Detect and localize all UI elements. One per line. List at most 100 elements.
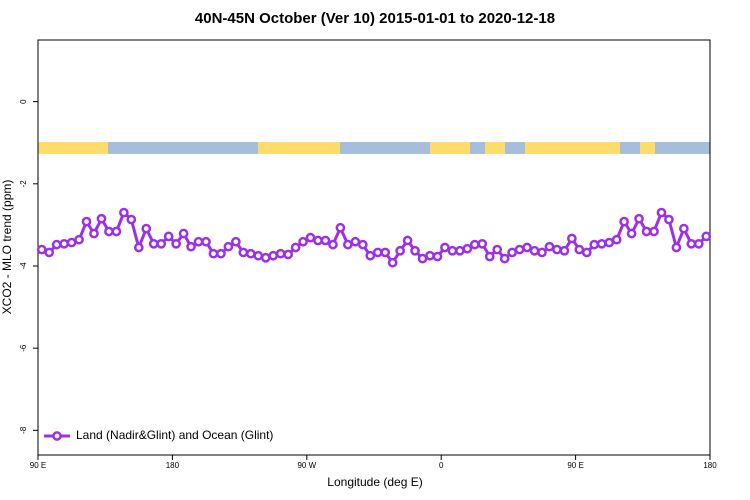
y-axis-label: XCO2 - MLO trend (ppm): [0, 180, 14, 315]
data-point: [686, 238, 697, 249]
data-point: [148, 238, 159, 249]
data-point: [455, 245, 465, 256]
data-point: [477, 238, 488, 249]
data-point: [447, 245, 458, 256]
data-point: [507, 247, 517, 258]
data-point: [402, 235, 413, 246]
data-point: [343, 239, 353, 250]
legend-marker: [52, 431, 62, 441]
band-land: [430, 142, 470, 154]
data-point: [410, 245, 420, 256]
data-point: [201, 236, 211, 247]
band-land: [38, 142, 108, 154]
x-tick-label: 90 E: [30, 461, 46, 470]
data-point: [544, 241, 555, 252]
y-tick-label: -2: [19, 180, 28, 188]
data-point: [186, 241, 196, 252]
data-point: [89, 228, 99, 239]
data-point: [679, 223, 689, 234]
data-point: [126, 214, 137, 225]
legend-label: Land (Nadir&Glint) and Ocean (Glint): [76, 428, 273, 442]
data-point: [596, 238, 607, 249]
data-point: [552, 244, 562, 255]
x-tick-label: 0: [439, 461, 444, 470]
data-point: [268, 250, 279, 261]
data-point: [133, 242, 144, 253]
chart-title: 40N-45N October (Ver 10) 2015-01-01 to 2…: [195, 10, 555, 27]
data-point: [141, 223, 152, 234]
y-tick-label: -6: [19, 344, 28, 352]
data-point: [499, 253, 510, 264]
data-point: [656, 207, 667, 218]
data-point: [283, 249, 293, 260]
data-point: [163, 231, 174, 242]
data-point: [626, 228, 637, 239]
data-point: [81, 216, 92, 227]
data-point: [484, 251, 495, 262]
data-point: [231, 236, 241, 247]
data-point: [417, 253, 428, 264]
data-point: [425, 250, 435, 261]
data-point: [619, 216, 629, 227]
data-point: [51, 239, 62, 250]
data-point: [290, 242, 301, 253]
y-tick-label: 0: [19, 99, 28, 104]
band-land: [640, 142, 655, 154]
data-point: [664, 214, 674, 225]
data-point: [66, 237, 77, 248]
data-point: [440, 242, 450, 253]
x-tick-label: 180: [703, 461, 717, 470]
data-point: [178, 228, 189, 239]
data-point: [589, 239, 600, 250]
data-point: [522, 242, 532, 253]
data-point: [380, 247, 391, 258]
data-point: [387, 257, 398, 268]
data-point: [104, 226, 114, 237]
data-point: [581, 247, 592, 258]
data-point: [111, 226, 122, 237]
band-land: [485, 142, 505, 154]
data-point: [193, 236, 204, 247]
data-point: [245, 248, 256, 259]
data-point: [365, 250, 376, 261]
data-point: [701, 231, 712, 242]
x-tick-label: 90 W: [297, 461, 316, 470]
data-point: [693, 238, 704, 249]
data-point: [238, 247, 249, 258]
data-point: [328, 239, 338, 250]
data-point: [216, 248, 226, 259]
data-point: [641, 226, 652, 237]
data-point: [320, 235, 331, 246]
data-point: [559, 245, 570, 256]
data-point: [432, 251, 443, 262]
data-point: [372, 247, 383, 258]
data-point: [335, 222, 346, 233]
data-point: [634, 213, 644, 224]
data-point: [59, 238, 69, 249]
data-point: [567, 233, 577, 244]
data-point: [649, 226, 659, 237]
data-point: [529, 245, 540, 256]
data-point: [74, 234, 84, 245]
data-point: [36, 244, 47, 255]
data-point: [537, 247, 547, 258]
data-point: [611, 234, 622, 245]
data-point: [350, 236, 361, 247]
data-point: [357, 239, 368, 250]
data-point: [313, 235, 323, 246]
data-point: [208, 248, 219, 259]
y-tick-label: -4: [19, 262, 28, 270]
data-point: [671, 242, 682, 253]
x-tick-label: 90 E: [567, 461, 583, 470]
band-land: [258, 142, 340, 154]
data-point: [119, 207, 129, 218]
y-tick-label: -8: [19, 426, 28, 434]
data-point: [44, 247, 55, 258]
data-point: [395, 245, 405, 256]
data-point: [514, 244, 525, 255]
data-point: [253, 250, 264, 261]
data-point: [96, 213, 107, 224]
data-point: [275, 248, 286, 259]
